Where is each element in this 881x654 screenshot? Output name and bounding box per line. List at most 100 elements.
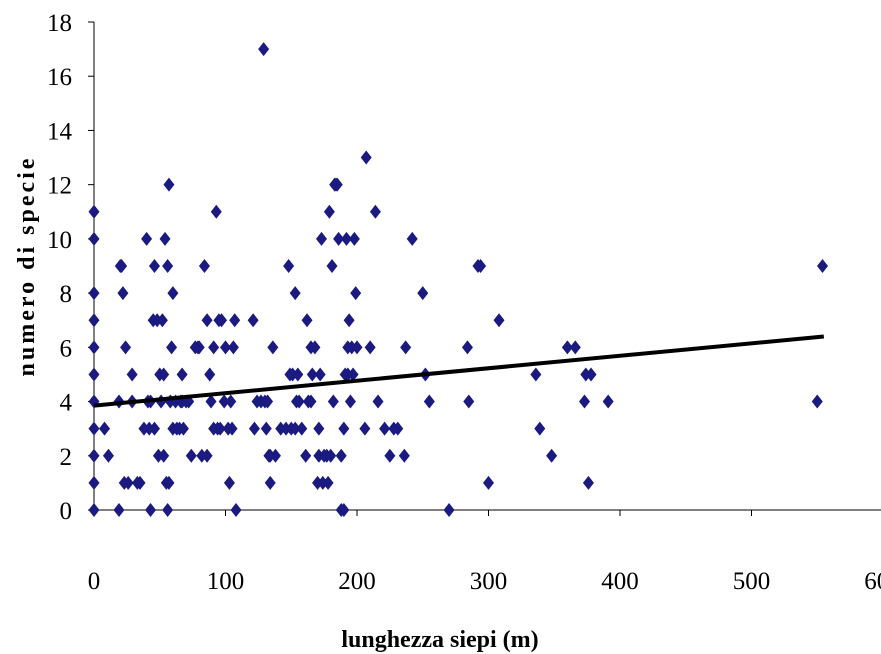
data-point: [351, 340, 363, 355]
data-point: [348, 231, 360, 246]
data-point: [350, 286, 362, 301]
data-point: [582, 475, 594, 490]
data-point: [193, 340, 205, 355]
data-point: [493, 313, 505, 328]
data-point: [344, 394, 356, 409]
data-point: [475, 259, 487, 273]
data-point: [546, 448, 558, 463]
data-point: [220, 340, 231, 355]
data-point: [148, 259, 160, 273]
y-tick-label: 18: [47, 10, 72, 37]
data-point: [88, 231, 100, 246]
data-point: [148, 421, 160, 436]
data-point: [289, 286, 301, 301]
data-point: [247, 313, 259, 328]
x-tick-label: 200: [338, 568, 376, 595]
data-point: [269, 448, 281, 463]
data-point: [205, 394, 217, 409]
data-point: [561, 340, 573, 355]
x-axis-ticks: 0 100 200 300 400 500 600: [88, 510, 881, 595]
data-point: [159, 231, 171, 246]
data-point: [530, 367, 542, 382]
data-point: [226, 421, 238, 436]
data-point: [392, 421, 404, 436]
y-tick-label: 12: [47, 173, 72, 200]
y-axis-label: numero di specie: [14, 156, 40, 377]
data-point: [225, 394, 237, 409]
data-point: [102, 448, 114, 463]
data-point: [364, 340, 376, 355]
data-point: [227, 340, 239, 355]
data-point: [331, 177, 343, 192]
data-point: [335, 448, 347, 463]
data-point: [325, 448, 337, 463]
data-point: [347, 367, 359, 382]
y-tick-label: 8: [60, 281, 73, 308]
y-tick-label: 2: [60, 444, 73, 471]
data-point: [117, 286, 129, 301]
data-point: [369, 204, 381, 219]
data-point: [406, 231, 418, 246]
data-point: [338, 503, 350, 517]
x-tick-label: 400: [601, 568, 639, 595]
data-point: [338, 421, 350, 436]
data-point: [113, 503, 125, 517]
data-point: [201, 448, 213, 463]
x-axis-label: lunghezza siepi (m): [341, 627, 538, 653]
data-point: [141, 231, 153, 246]
data-point: [162, 503, 174, 517]
data-point: [301, 313, 313, 328]
data-point: [314, 367, 326, 382]
data-point: [177, 421, 189, 436]
data-point: [126, 367, 138, 382]
data-point: [158, 367, 170, 382]
data-point: [229, 313, 241, 328]
data-point: [163, 177, 175, 192]
data-point: [323, 204, 335, 219]
data-point: [360, 150, 372, 165]
data-point: [248, 421, 260, 436]
data-point: [260, 421, 272, 436]
x-tick-label: 100: [207, 568, 245, 595]
data-point: [120, 340, 132, 355]
data-point: [208, 340, 220, 355]
data-point: [534, 421, 546, 436]
data-point: [585, 367, 597, 382]
data-point: [343, 313, 355, 328]
data-point: [313, 421, 325, 436]
data-point: [163, 475, 175, 490]
data-point: [372, 394, 384, 409]
data-point: [400, 340, 412, 355]
data-point: [162, 259, 174, 273]
data-point: [463, 394, 475, 409]
data-point: [306, 367, 318, 382]
data-point: [216, 313, 228, 328]
data-point: [156, 313, 168, 328]
data-point: [116, 259, 128, 273]
y-tick-label: 16: [47, 64, 72, 91]
data-points: [88, 42, 829, 517]
x-tick-label: 0: [88, 568, 101, 595]
data-point: [88, 503, 100, 517]
x-tick-label: 300: [470, 568, 508, 595]
data-point: [817, 259, 829, 273]
y-tick-label: 10: [47, 227, 72, 254]
y-axis-ticks: 0 2 4 6 8 10 12 14 16 18: [47, 10, 94, 525]
data-point: [88, 340, 100, 355]
data-point: [811, 394, 823, 409]
y-tick-label: 4: [60, 390, 73, 417]
data-point: [569, 340, 581, 355]
data-point: [283, 259, 295, 273]
data-point: [578, 394, 590, 409]
data-point: [384, 448, 396, 463]
y-tick-label: 0: [60, 498, 73, 525]
data-point: [223, 475, 235, 490]
data-point: [483, 475, 494, 490]
data-point: [443, 503, 455, 517]
data-point: [315, 231, 327, 246]
data-point: [602, 394, 614, 409]
data-point: [359, 421, 371, 436]
data-point: [258, 42, 270, 57]
data-point: [230, 503, 242, 517]
data-point: [204, 367, 216, 382]
